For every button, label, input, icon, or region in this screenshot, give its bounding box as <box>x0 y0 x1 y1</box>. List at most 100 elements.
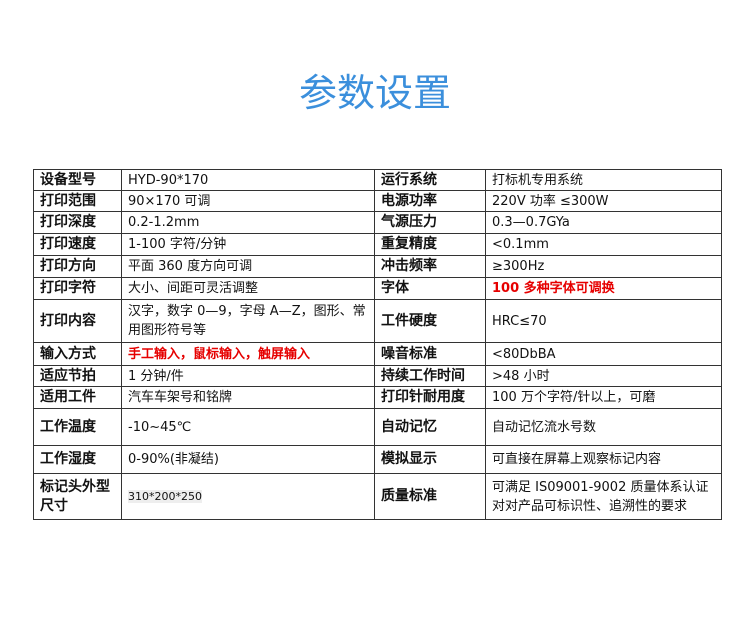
table-row: 标记头外型尺寸 310*200*250 质量标准 可满足 IS09001-9002 质… <box>33 473 722 520</box>
cell-text: 打印字符 <box>40 280 96 296</box>
cell-text: 工作温度 <box>40 418 96 435</box>
cell-text: 重复精度 <box>381 236 437 252</box>
param-value: 100 多种字体可调换 <box>485 277 722 300</box>
param-label: 打印方向 <box>33 255 122 278</box>
table-row: 设备型号 HYD-90*170 运行系统 打标机专用系统 <box>33 169 722 191</box>
cell-text: 可满足 IS09001-9002 质量体系认证对对产品可标识性、追溯性的要求 <box>492 479 709 514</box>
cell-text: 220V 功率 ≤300W <box>492 193 609 209</box>
param-label: 工件硬度 <box>374 299 486 343</box>
param-label: 设备型号 <box>33 169 122 191</box>
cell-text: 0-90%(非凝结) <box>128 452 220 467</box>
param-label: 工作温度 <box>33 408 122 446</box>
table-row: 适用工件 汽车车架号和铭牌 打印针耐用度 100 万个字符/针以上，可磨 <box>33 386 722 409</box>
cell-text: 打印针耐用度 <box>381 389 465 405</box>
cell-text: 汽车车架号和铭牌 <box>128 390 233 405</box>
param-value: 手工输入，鼠标输入，触屏输入 <box>121 342 375 366</box>
param-value: 0.2-1.2mm <box>121 211 375 234</box>
cell-text: 打印深度 <box>40 214 96 230</box>
cell-text: 自动记忆流水号数 <box>492 419 597 435</box>
param-label: 打印速度 <box>33 233 122 256</box>
cell-text: 打印范围 <box>40 192 96 209</box>
cell-text: -10~45℃ <box>128 419 192 435</box>
param-value: -10~45℃ <box>121 408 375 446</box>
param-value: 1-100 字符/分钟 <box>121 233 375 256</box>
cell-text: >48 小时 <box>492 368 550 384</box>
param-label: 持续工作时间 <box>374 365 486 387</box>
cell-text: 100 万个字符/针以上，可磨 <box>492 390 656 405</box>
param-value: 100 万个字符/针以上，可磨 <box>485 386 722 409</box>
param-value: HYD-90*170 <box>121 169 375 191</box>
cell-text: 打标机专用系统 <box>492 172 584 188</box>
param-value: <0.1mm <box>485 233 722 256</box>
param-label: 打印深度 <box>33 211 122 234</box>
table-row: 输入方式 手工输入，鼠标输入，触屏输入 噪音标准 <80DbBA <box>33 342 722 366</box>
cell-text: 打印内容 <box>40 312 96 329</box>
cell-text: 电源功率 <box>381 192 437 209</box>
param-value: 可直接在屏幕上观察标记内容 <box>485 445 722 474</box>
cell-text: 90×170 可调 <box>128 193 211 209</box>
cell-text: 模拟显示 <box>381 451 437 467</box>
param-label: 模拟显示 <box>374 445 486 474</box>
cell-text: 适应节拍 <box>40 367 96 384</box>
param-label: 打印内容 <box>33 299 122 343</box>
table-row: 打印方向 平面 360 度方向可调 冲击频率 ≥300Hz <box>33 255 722 278</box>
cell-text: 1-100 字符/分钟 <box>128 237 227 252</box>
cell-text: 0.3—0.7GYa <box>492 215 570 230</box>
page-title: 参数设置 <box>298 71 451 115</box>
cell-text: <80DbBA <box>492 346 556 362</box>
spec-table: 设备型号 HYD-90*170 运行系统 打标机专用系统打印范围 90×170 可调 电源… <box>33 169 722 520</box>
cell-text: 打印速度 <box>40 236 96 252</box>
cell-text: 大小、间距可灵活调整 <box>128 281 259 296</box>
cell-text: 持续工作时间 <box>381 367 465 384</box>
param-value: 90×170 可调 <box>121 190 375 212</box>
cell-text: ≥300Hz <box>492 259 545 274</box>
cell-text: 质量标准 <box>381 488 437 504</box>
param-label: 适应节拍 <box>33 365 122 387</box>
param-value: 220V 功率 ≤300W <box>485 190 722 212</box>
cell-text: 输入方式 <box>40 345 96 362</box>
cell-text: 运行系统 <box>381 171 437 188</box>
param-value: 可满足 IS09001-9002 质量体系认证对对产品可标识性、追溯性的要求 <box>485 473 722 520</box>
param-value: 打标机专用系统 <box>485 169 722 191</box>
cell-text: <0.1mm <box>492 237 549 252</box>
table-row: 打印字符 大小、间距可灵活调整 字体 100 多种字体可调换 <box>33 277 722 300</box>
param-value: >48 小时 <box>485 365 722 387</box>
param-label: 运行系统 <box>374 169 486 191</box>
cell-text: 设备型号 <box>40 171 96 188</box>
table-row: 打印深度 0.2-1.2mm 气源压力 0.3—0.7GYa <box>33 211 722 234</box>
cell-text: 打印方向 <box>40 258 96 274</box>
param-value: 1 分钟/件 <box>121 365 375 387</box>
param-label: 重复精度 <box>374 233 486 256</box>
cell-text: 1 分钟/件 <box>128 368 184 384</box>
table-row: 打印范围 90×170 可调 电源功率 220V 功率 ≤300W <box>33 190 722 212</box>
cell-text: 可直接在屏幕上观察标记内容 <box>492 452 662 467</box>
cell-text: 自动记忆 <box>381 418 437 435</box>
cell-text: HRC≤70 <box>492 313 547 329</box>
param-label: 工作湿度 <box>33 445 122 474</box>
cell-text: 字体 <box>381 280 409 296</box>
param-value: <80DbBA <box>485 342 722 366</box>
param-label: 质量标准 <box>374 473 486 520</box>
param-label: 噪音标准 <box>374 342 486 366</box>
param-value: 平面 360 度方向可调 <box>121 255 375 278</box>
cell-text: 平面 360 度方向可调 <box>128 259 253 274</box>
cell-text: 工作湿度 <box>40 451 96 467</box>
param-value: 汽车车架号和铭牌 <box>121 386 375 409</box>
param-label: 输入方式 <box>33 342 122 366</box>
cell-text: 气源压力 <box>381 214 437 230</box>
param-label: 打印字符 <box>33 277 122 300</box>
cell-text: 噪音标准 <box>381 345 437 362</box>
table-row: 打印速度 1-100 字符/分钟 重复精度 <0.1mm <box>33 233 722 256</box>
cell-text: 310*200*250 <box>128 490 202 503</box>
cell-text: 汉字，数字 0—9，字母 A—Z，图形、常用图形符号等 <box>128 304 366 338</box>
param-label: 电源功率 <box>374 190 486 212</box>
cell-text: 100 多种字体可调换 <box>492 281 615 296</box>
param-label: 字体 <box>374 277 486 300</box>
table-row: 工作湿度 0-90%(非凝结) 模拟显示 可直接在屏幕上观察标记内容 <box>33 445 722 474</box>
param-value: ≥300Hz <box>485 255 722 278</box>
param-value: HRC≤70 <box>485 299 722 343</box>
param-label: 适用工件 <box>33 386 122 409</box>
param-value: 自动记忆流水号数 <box>485 408 722 446</box>
cell-text: 标记头外型尺寸 <box>40 478 110 514</box>
param-label: 打印针耐用度 <box>374 386 486 409</box>
